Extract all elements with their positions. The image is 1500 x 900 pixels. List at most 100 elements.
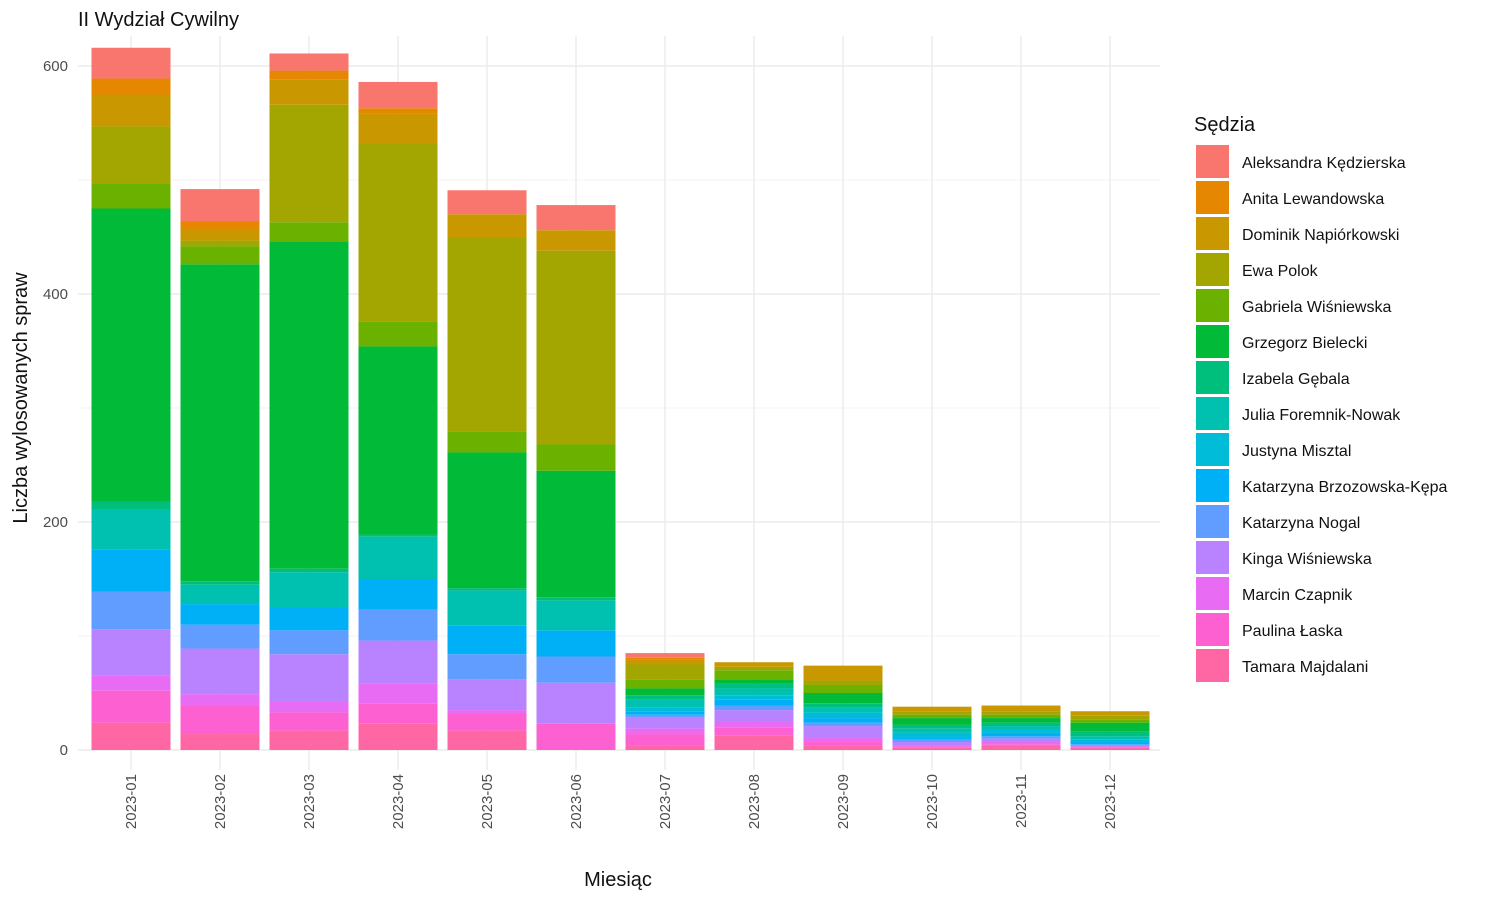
bar-segment <box>892 742 972 746</box>
bar-segment <box>269 70 349 80</box>
bar-segment <box>358 143 438 322</box>
bar-segment <box>892 745 972 747</box>
bar-segment <box>91 690 171 723</box>
x-tick-label: 2023-10 <box>924 774 941 829</box>
legend-item: Justyna Misztal <box>1196 433 1351 466</box>
legend-item: Marcin Czapnik <box>1196 577 1353 610</box>
bar-segment <box>91 675 171 691</box>
bar-segment <box>358 81 438 109</box>
legend-item: Izabela Gębala <box>1196 361 1350 394</box>
legend-swatch <box>1196 397 1229 430</box>
legend-swatch <box>1196 217 1229 250</box>
bar-segment <box>447 452 527 589</box>
bar-segment <box>981 736 1061 739</box>
bar-segment <box>625 707 705 712</box>
bar-segment <box>269 712 349 731</box>
legend-label: Gabriela Wiśniewska <box>1242 299 1391 316</box>
x-tick-label: 2023-04 <box>390 774 407 829</box>
bar-segment <box>892 746 972 748</box>
bar-segment <box>358 723 438 750</box>
bar-segment <box>803 718 883 723</box>
bar-segment <box>447 730 527 750</box>
bar-segment <box>981 718 1061 723</box>
bar-segment <box>892 706 972 712</box>
bar-segment <box>180 705 260 735</box>
bar-segment <box>803 745 883 750</box>
bar-segment <box>358 683 438 704</box>
bar-segment <box>1070 715 1150 720</box>
bar-segment <box>358 346 438 535</box>
legend-swatch <box>1196 181 1229 214</box>
bar-segment <box>91 183 171 209</box>
bar-segment <box>91 722 171 750</box>
bar-segment <box>803 737 883 743</box>
bar-segment <box>892 739 972 743</box>
legend-label: Julia Foremnik-Nowak <box>1242 407 1401 424</box>
bar-segment <box>447 713 527 731</box>
bar-segment <box>91 47 171 79</box>
bar-segment <box>714 666 794 671</box>
legend-item: Gabriela Wiśniewska <box>1196 289 1391 322</box>
legend-label: Marcin Czapnik <box>1242 587 1353 604</box>
legend-label: Anita Lewandowska <box>1242 191 1384 208</box>
bar-segment <box>714 727 794 736</box>
bar-segment <box>358 703 438 724</box>
bar-segment <box>536 682 616 724</box>
x-tick-label: 2023-12 <box>1102 774 1119 829</box>
bar-segment <box>625 699 705 708</box>
bar-segment <box>625 714 705 717</box>
bar-segment <box>358 534 438 537</box>
y-tick-label: 200 <box>43 514 68 531</box>
legend-label: Dominik Napiórkowski <box>1242 227 1399 244</box>
x-tick-label: 2023-02 <box>212 774 229 829</box>
legend-item: Tamara Majdalani <box>1196 649 1368 682</box>
bar-segment <box>91 208 171 502</box>
x-tick-label: 2023-11 <box>1013 774 1030 828</box>
bar-segment <box>447 190 527 215</box>
bar-segment <box>892 714 972 719</box>
bar-segment <box>1070 711 1150 716</box>
bar-segment <box>803 742 883 746</box>
bar-segment <box>625 653 705 658</box>
bar-segment <box>180 264 260 582</box>
bar-segment <box>447 625 527 655</box>
x-tick-label: 2023-05 <box>479 774 496 829</box>
bar-segment <box>269 241 349 569</box>
bar-segment <box>447 590 527 626</box>
bar-segment <box>269 654 349 701</box>
bar-segment <box>714 721 794 728</box>
y-tick-label: 400 <box>43 286 68 303</box>
legend-swatch <box>1196 577 1229 610</box>
bar-segment <box>981 744 1061 746</box>
bar-segment <box>91 78 171 95</box>
bar-segment <box>358 640 438 684</box>
bar-segment <box>536 656 616 683</box>
y-axis-ticks: 0 200 400 600 <box>43 58 68 759</box>
legend-label: Katarzyna Nogal <box>1242 515 1360 532</box>
x-axis-title: Miesiąc <box>584 869 652 891</box>
legend-swatch <box>1196 613 1229 646</box>
bar-segment <box>447 710 527 714</box>
x-tick-label: 2023-07 <box>657 774 674 829</box>
bar-segment <box>625 657 705 660</box>
bar-segment <box>625 659 705 665</box>
bar-segment <box>358 321 438 347</box>
bar-segment <box>625 728 705 735</box>
legend-swatch <box>1196 541 1229 574</box>
bar-segment <box>536 723 616 750</box>
bar-segment <box>714 688 794 696</box>
y-tick-label: 600 <box>43 58 68 75</box>
legend-label: Aleksandra Kędzierska <box>1242 155 1406 172</box>
bar-segment <box>803 712 883 719</box>
bar-segment <box>892 724 972 729</box>
bar-segment <box>269 572 349 608</box>
bar-segment <box>269 568 349 573</box>
x-tick-label: 2023-03 <box>301 774 318 829</box>
bar-segment <box>447 214 527 237</box>
legend-title: Sędzia <box>1194 114 1256 136</box>
legend-items: Aleksandra Kędzierska Anita Lewandowska Do… <box>1196 145 1448 682</box>
bar-segment <box>536 205 616 231</box>
bar-segment <box>358 609 438 641</box>
bar-segment <box>981 726 1061 730</box>
bar-segment <box>180 246 260 265</box>
